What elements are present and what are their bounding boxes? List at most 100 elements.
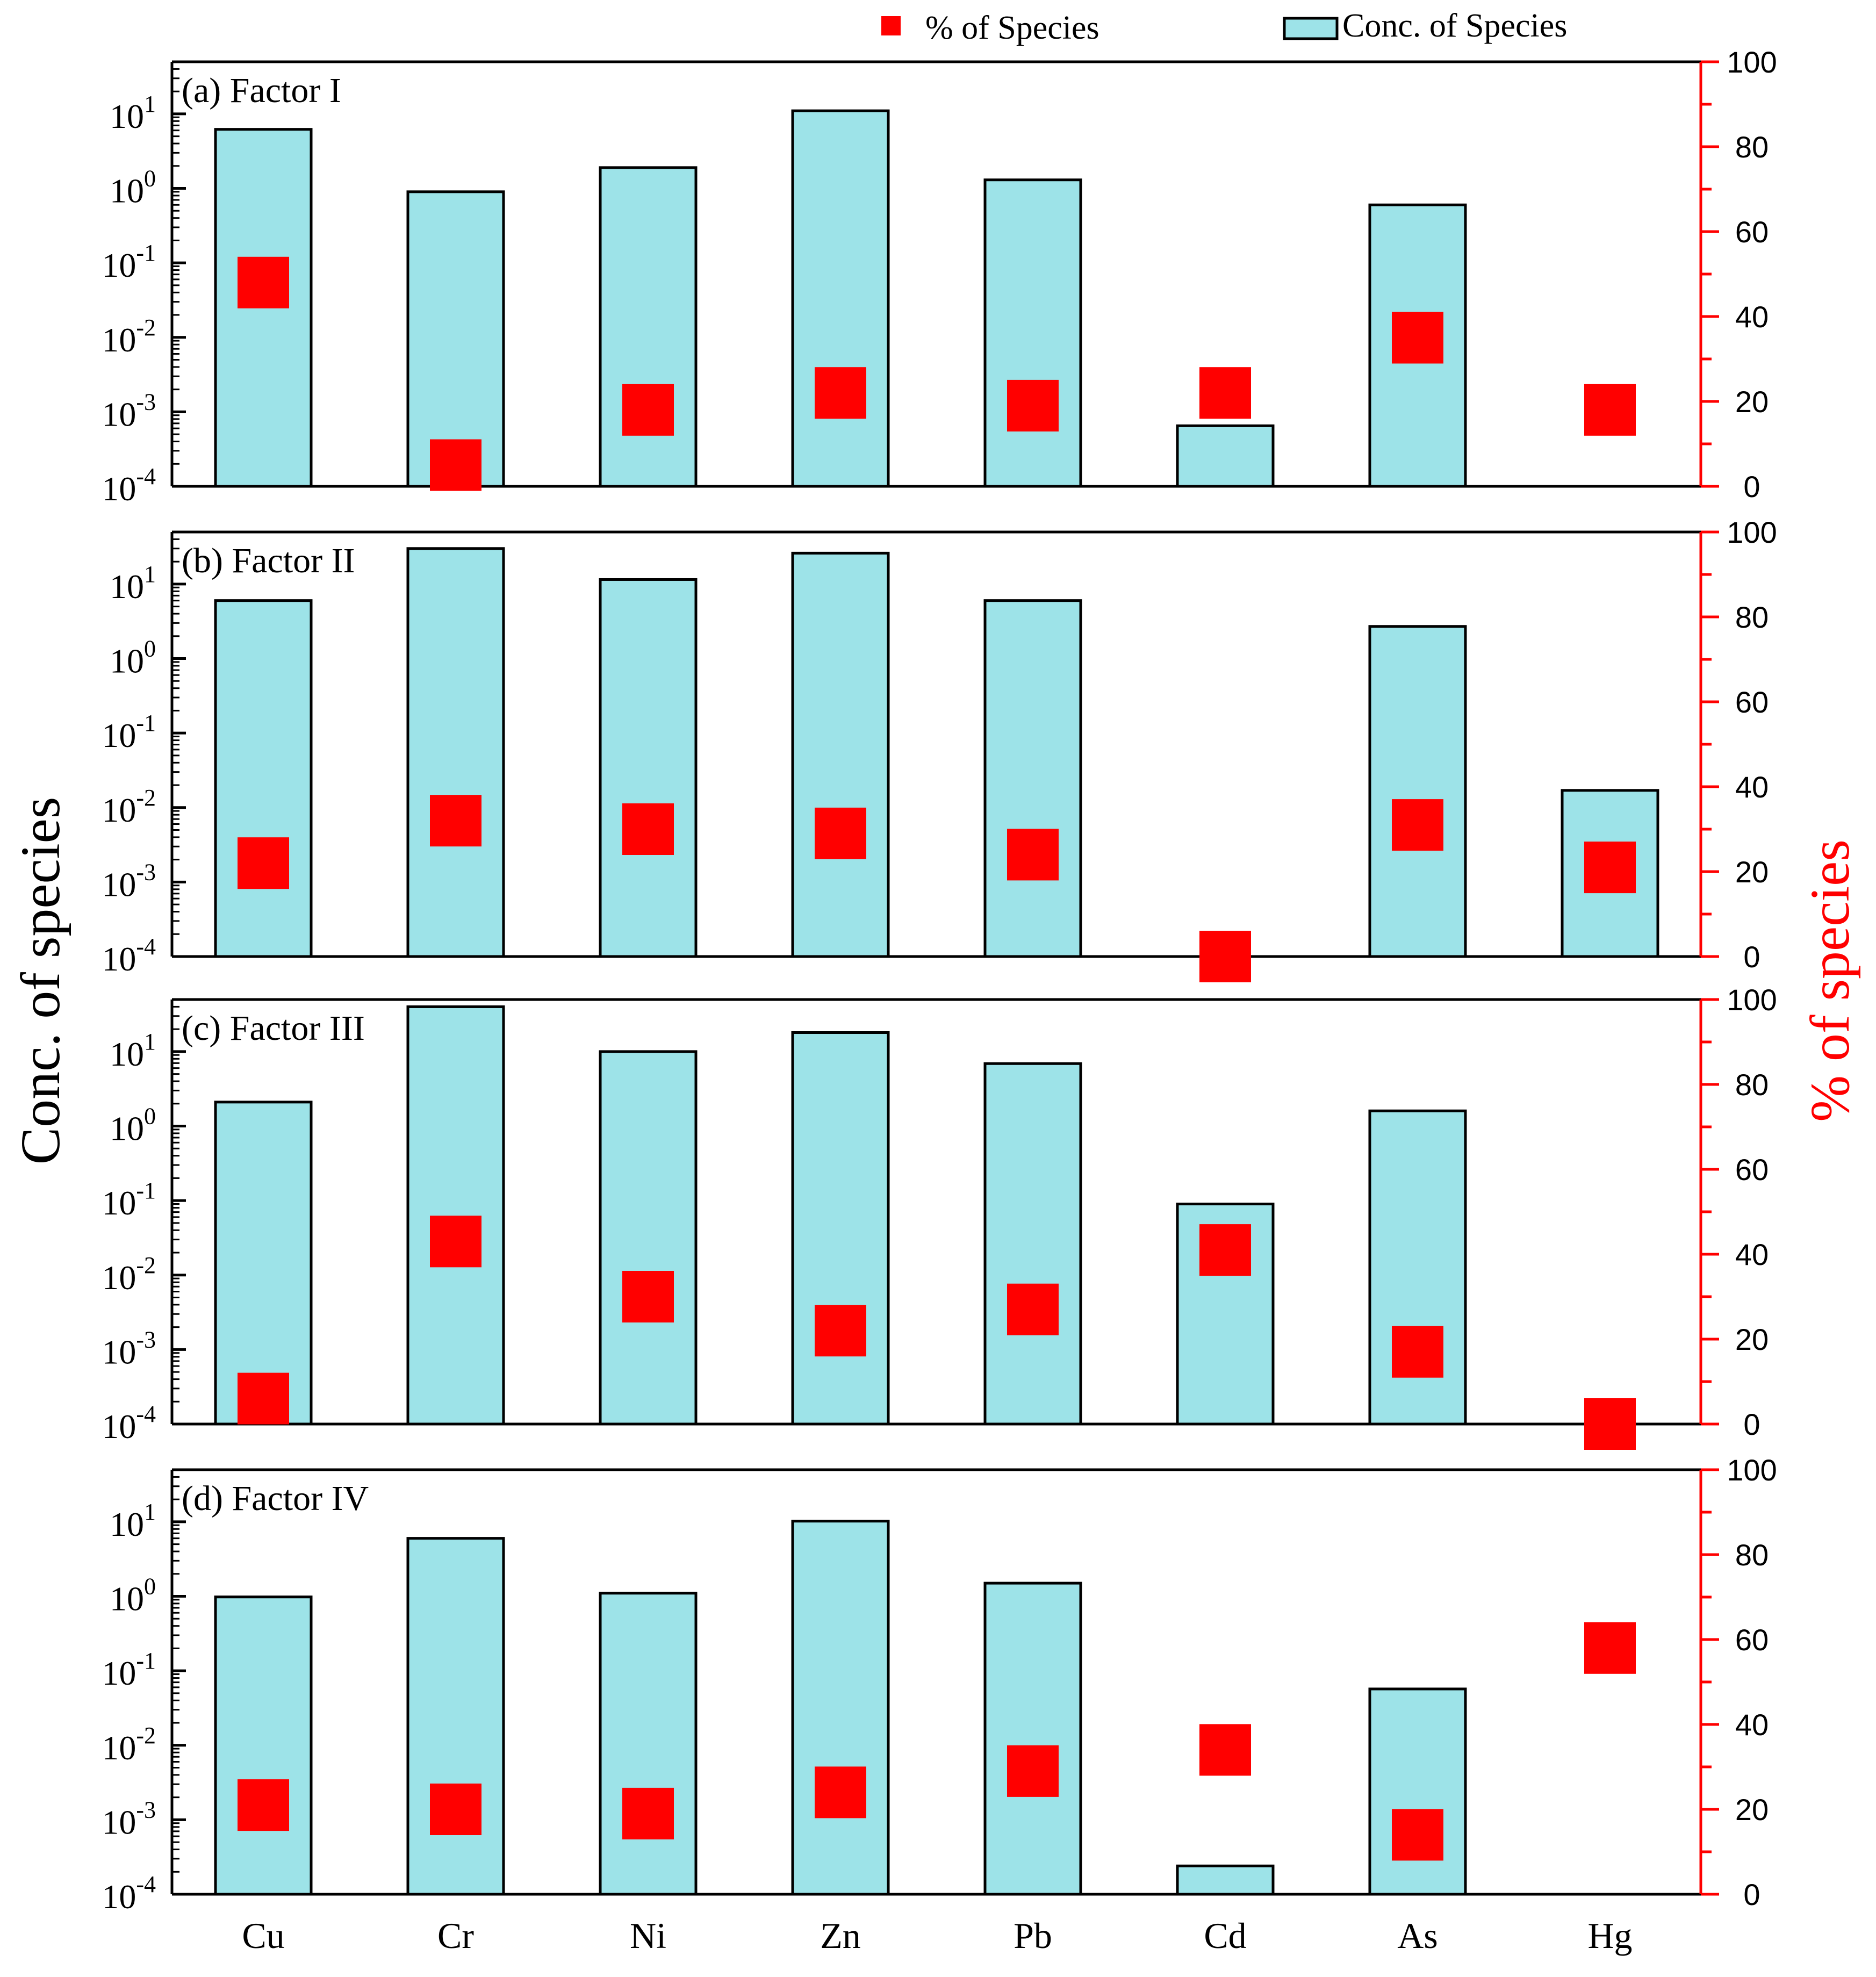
right-tick-label: 100: [1727, 983, 1777, 1017]
category-label-cr: Cr: [437, 1915, 474, 1956]
percent-marker-cd: [1199, 1724, 1251, 1776]
panel-title: (a) Factor I: [182, 71, 341, 110]
percent-marker-cr: [430, 439, 481, 491]
percent-marker-hg: [1584, 1622, 1636, 1674]
category-label-zn: Zn: [820, 1915, 861, 1956]
right-tick-label: 60: [1735, 1623, 1769, 1657]
percent-marker-pb: [1007, 1283, 1059, 1335]
percent-marker-ni: [622, 384, 674, 436]
percent-marker-cu: [238, 1779, 289, 1831]
left-tick-label: 10-4: [102, 933, 156, 978]
bar-cr: [406, 1005, 505, 1426]
left-tick-label: 10-4: [102, 1401, 156, 1446]
left-tick-label: 101: [110, 91, 156, 135]
bar-zn: [791, 1031, 890, 1426]
y-axis-left-title: Conc. of species: [10, 797, 71, 1164]
bar-ni: [599, 1592, 698, 1896]
percent-marker-hg: [1584, 1398, 1636, 1450]
left-tick-label: 10-1: [102, 240, 156, 284]
bar-ni: [599, 578, 698, 958]
category-label-pb: Pb: [1014, 1915, 1052, 1956]
right-tick-label: 80: [1735, 600, 1769, 634]
category-label-cu: Cu: [242, 1915, 284, 1956]
category-label-hg: Hg: [1587, 1915, 1632, 1956]
percent-marker-pb: [1007, 829, 1059, 881]
percent-marker-hg: [1584, 842, 1636, 894]
right-tick-label: 60: [1735, 1153, 1769, 1187]
panel-title: (d) Factor IV: [182, 1479, 369, 1518]
left-tick-label: 100: [110, 166, 156, 210]
left-tick-label: 10-1: [102, 1177, 156, 1222]
percent-marker-as: [1392, 1326, 1443, 1378]
bar-cr: [406, 547, 505, 958]
percent-marker-zn: [815, 367, 866, 419]
bar-cr: [406, 1537, 505, 1896]
panel-1: 10-4 10-3 10-2 10-1 100 101 0 20 40 60 80 100 (a) Fa…: [102, 45, 1777, 508]
percent-marker-cr: [430, 795, 481, 847]
left-tick-label: 10-3: [102, 389, 156, 433]
right-tick-label: 0: [1743, 1407, 1760, 1441]
percent-marker-pb: [1007, 1745, 1059, 1797]
bar-pb: [983, 1062, 1082, 1426]
y-axis-right-title: % of species: [1799, 839, 1861, 1122]
legend-bar-label: Conc. of Species: [1342, 8, 1567, 44]
right-tick-label: 20: [1735, 1322, 1769, 1356]
bar-ni: [599, 166, 698, 488]
percent-marker-as: [1392, 1809, 1443, 1861]
left-tick-label: 10-1: [102, 710, 156, 754]
right-tick-label: 80: [1735, 130, 1769, 164]
percent-marker-cu: [238, 1372, 289, 1425]
right-tick-label: 0: [1743, 470, 1760, 504]
bar-pb: [983, 178, 1082, 488]
left-tick-label: 10-3: [102, 1326, 156, 1371]
left-tick-label: 100: [110, 636, 156, 680]
left-tick-label: 10-4: [102, 463, 156, 508]
right-tick-label: 20: [1735, 855, 1769, 889]
bar-zn: [791, 109, 890, 488]
percent-marker-cd: [1199, 1224, 1251, 1276]
right-tick-label: 0: [1743, 1878, 1760, 1911]
left-tick-label: 100: [110, 1103, 156, 1148]
percent-marker-cu: [238, 256, 289, 308]
legend-bar-swatch: [1283, 17, 1339, 40]
bar-cu: [214, 599, 313, 958]
percent-marker-ni: [622, 1787, 674, 1839]
percent-marker-cd: [1199, 367, 1251, 419]
percent-marker-ni: [622, 803, 674, 855]
panel-title: (b) Factor II: [182, 541, 355, 580]
right-tick-label: 40: [1735, 770, 1769, 804]
right-tick-label: 20: [1735, 1793, 1769, 1827]
percent-marker-hg: [1584, 384, 1636, 436]
left-tick-label: 10-2: [102, 314, 156, 359]
percent-marker-zn: [815, 1766, 866, 1818]
percent-marker-zn: [815, 1305, 866, 1357]
right-tick-label: 100: [1727, 45, 1777, 79]
bar-pb: [983, 1581, 1082, 1896]
right-tick-label: 0: [1743, 940, 1760, 974]
right-tick-label: 60: [1735, 215, 1769, 249]
left-tick-label: 10-3: [102, 1796, 156, 1841]
right-tick-label: 100: [1727, 1453, 1777, 1487]
right-tick-label: 40: [1735, 300, 1769, 334]
right-tick-label: 60: [1735, 685, 1769, 719]
bar-as: [1368, 1687, 1467, 1896]
bar-zn: [791, 1520, 890, 1896]
left-tick-label: 101: [110, 561, 156, 606]
right-tick-label: 80: [1735, 1538, 1769, 1572]
bar-cu: [214, 1595, 313, 1896]
percent-marker-ni: [622, 1271, 674, 1322]
category-label-cd: Cd: [1204, 1915, 1246, 1956]
bar-cr: [406, 190, 505, 488]
panel-title: (c) Factor III: [182, 1009, 365, 1048]
percent-marker-as: [1392, 799, 1443, 851]
right-tick-label: 80: [1735, 1068, 1769, 1102]
percent-marker-pb: [1007, 379, 1059, 432]
right-tick-label: 40: [1735, 1708, 1769, 1742]
bar-pb: [983, 599, 1082, 958]
panel-3: 10-4 10-3 10-2 10-1 100 101 0 20 40 60 80 100 (c) Fa…: [102, 983, 1777, 1450]
right-tick-label: 40: [1735, 1238, 1769, 1271]
percent-marker-cd: [1199, 931, 1251, 982]
right-tick-label: 20: [1735, 385, 1769, 419]
left-tick-label: 10-2: [102, 1252, 156, 1297]
category-labels: Cu Cr Ni Zn Pb Cd As Hg: [242, 1915, 1632, 1956]
